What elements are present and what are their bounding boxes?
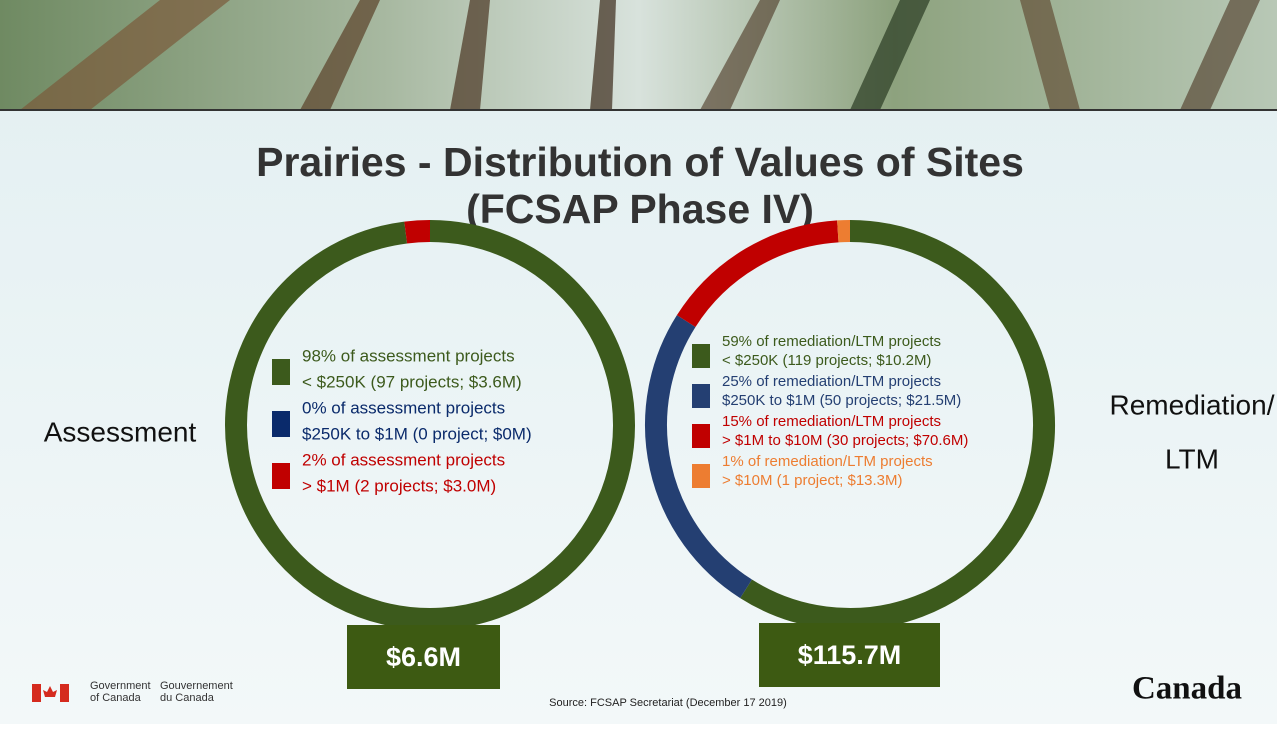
legend-swatch xyxy=(272,411,290,437)
banner xyxy=(0,0,1277,110)
legend-text: 0% of assessment projects xyxy=(302,398,505,417)
total: $6.6M xyxy=(386,642,461,672)
gov-text: du Canada xyxy=(160,692,215,704)
legend-swatch xyxy=(692,424,710,448)
title: Prairies - Distribution of Values of Sit… xyxy=(256,139,1024,185)
title: (FCSAP Phase IV) xyxy=(466,186,814,232)
legend-text: 2% of assessment projects xyxy=(302,450,505,469)
legend-text: 1% of remediation/LTM projects xyxy=(722,453,933,470)
legend-text: > $10M (1 project; $13.3M) xyxy=(722,472,903,489)
legend-text: > $1M to $10M (30 projects; $70.6M) xyxy=(722,432,968,449)
source: Source: FCSAP Secretariat (December 17 2… xyxy=(549,697,787,709)
chart-label: LTM xyxy=(1165,443,1219,474)
chart-label: Assessment xyxy=(44,416,197,447)
legend-swatch xyxy=(272,359,290,385)
donut-segment xyxy=(406,231,430,233)
legend-text: 98% of assessment projects xyxy=(302,346,515,365)
total: $115.7M xyxy=(798,640,902,670)
legend-text: 25% of remediation/LTM projects xyxy=(722,373,941,390)
legend-text: $250K to $1M (0 project; $0M) xyxy=(302,424,532,443)
legend-text: < $250K (119 projects; $10.2M) xyxy=(722,352,931,369)
legend-swatch xyxy=(692,384,710,408)
chart-label: Remediation/ xyxy=(1110,389,1275,420)
gov-text: Gouvernement xyxy=(160,680,233,692)
legend-swatch xyxy=(272,463,290,489)
gov-text: Government xyxy=(90,680,151,692)
legend-swatch xyxy=(692,464,710,488)
legend-text: > $1M (2 projects; $3.0M) xyxy=(302,476,496,495)
legend-text: < $250K (97 projects; $3.6M) xyxy=(302,372,522,391)
legend-text: 59% of remediation/LTM projects xyxy=(722,333,941,350)
gov-text: of Canada xyxy=(90,692,142,704)
legend-swatch xyxy=(692,344,710,368)
wordmark: Canada xyxy=(1132,671,1242,707)
legend-text: 15% of remediation/LTM projects xyxy=(722,413,941,430)
legend-text: $250K to $1M (50 projects; $21.5M) xyxy=(722,392,961,409)
